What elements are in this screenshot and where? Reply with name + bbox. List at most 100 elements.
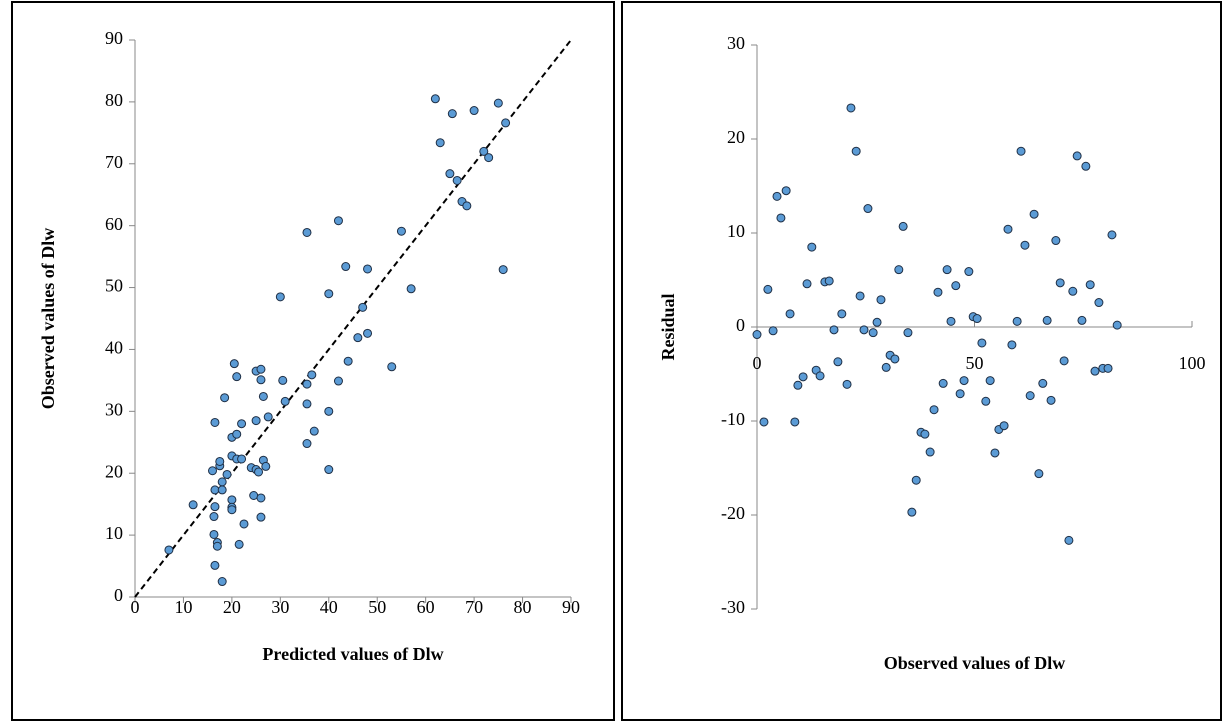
point (781, 186, 791, 196)
point (977, 338, 987, 348)
point (237, 454, 247, 464)
point (256, 364, 266, 374)
x-tick-label: 20 (223, 597, 241, 617)
point (358, 302, 368, 312)
point (855, 291, 865, 301)
y-tick-label: 10 (727, 221, 745, 241)
point (302, 399, 312, 409)
point (435, 138, 445, 148)
point (1055, 278, 1065, 288)
point (445, 169, 455, 179)
point (462, 201, 472, 211)
point (1007, 340, 1017, 350)
point (210, 417, 220, 427)
point (1016, 146, 1026, 156)
point (824, 276, 834, 286)
point (324, 465, 334, 475)
point (217, 577, 227, 587)
point (815, 371, 825, 381)
point (829, 325, 839, 335)
point (1094, 298, 1104, 308)
y-tick-label: 30 (105, 399, 123, 419)
point (938, 378, 948, 388)
point (1012, 316, 1022, 326)
point (1064, 535, 1074, 545)
point (1003, 224, 1013, 234)
point (333, 376, 343, 386)
point (863, 204, 873, 214)
point (387, 362, 397, 372)
point (232, 372, 242, 382)
point (280, 396, 290, 406)
y-tick-label: 20 (727, 127, 745, 147)
point (833, 357, 843, 367)
point (263, 412, 273, 422)
point (237, 419, 247, 429)
point (790, 417, 800, 427)
x-axis-title: Predicted values of Dlw (262, 644, 443, 664)
point (890, 354, 900, 364)
x-tick-label: 60 (417, 597, 435, 617)
point (256, 512, 266, 522)
point (302, 379, 312, 389)
point (353, 333, 363, 343)
point (981, 396, 991, 406)
point (999, 421, 1009, 431)
y-tick-label: -10 (721, 409, 745, 429)
y-tick-label: 50 (105, 276, 123, 296)
point (210, 560, 220, 570)
point (985, 376, 995, 386)
point (333, 216, 343, 226)
point (955, 389, 965, 399)
x-tick-label: 50 (368, 597, 386, 617)
point (484, 153, 494, 163)
point (220, 393, 230, 403)
point (876, 295, 886, 305)
point (452, 175, 462, 185)
x-axis-title: Observed values of Dlw (884, 653, 1066, 673)
point (1072, 151, 1082, 161)
x-tick-label: 30 (271, 597, 289, 617)
y-tick-label: 90 (105, 28, 123, 48)
point (802, 279, 812, 289)
point (1059, 356, 1069, 366)
y-axis-title: Residual (658, 293, 678, 360)
point (1046, 395, 1056, 405)
point (217, 477, 227, 487)
point (768, 326, 778, 336)
point (846, 103, 856, 113)
point (872, 317, 882, 327)
point (933, 287, 943, 297)
point (842, 379, 852, 389)
point (1068, 286, 1078, 296)
point (907, 507, 917, 517)
point (759, 417, 769, 427)
point (951, 281, 961, 291)
point (396, 226, 406, 236)
point (1081, 161, 1091, 171)
point (215, 456, 225, 466)
point (234, 539, 244, 549)
y-tick-label: -30 (721, 597, 745, 617)
point (212, 541, 222, 551)
point (227, 495, 237, 505)
point (278, 375, 288, 385)
point (210, 502, 220, 512)
point (363, 264, 373, 274)
y-tick-label: 40 (105, 338, 123, 358)
point (363, 328, 373, 338)
point (1103, 363, 1113, 373)
y-tick-label: 30 (727, 33, 745, 53)
y-tick-label: 0 (736, 315, 745, 335)
point (763, 284, 773, 294)
point (307, 370, 317, 380)
point (1051, 236, 1061, 246)
point (785, 309, 795, 319)
x-tick-label: 0 (131, 597, 140, 617)
x-tick-label: 0 (753, 353, 762, 373)
y-tick-label: 0 (114, 585, 123, 605)
point (229, 359, 239, 369)
point (275, 292, 285, 302)
point (1077, 315, 1087, 325)
point (1090, 366, 1100, 376)
